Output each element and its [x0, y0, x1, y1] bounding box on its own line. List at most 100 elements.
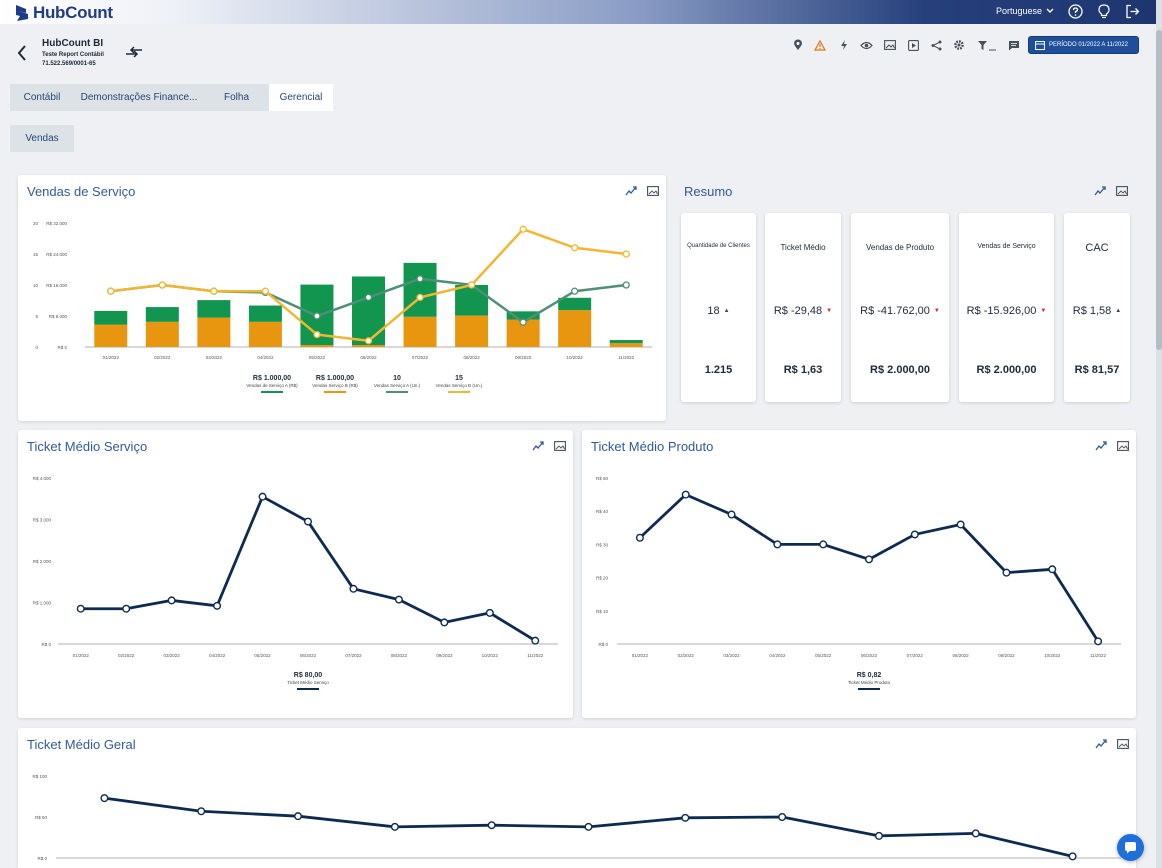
location-pin-icon[interactable] — [791, 38, 805, 52]
comment-icon[interactable] — [1007, 38, 1021, 52]
kpi-value: R$ 1,58 ▲ — [1072, 305, 1122, 317]
line-servico-b-un-point — [571, 244, 579, 252]
x-tick-label: 04/2022 — [257, 355, 274, 360]
line-servico-b-un-point — [210, 287, 218, 295]
line-servico-b-un-point — [313, 330, 321, 339]
expand-image-icon[interactable] — [1117, 739, 1129, 749]
ticket-geral-chart: R$ 0 R$ 50 R$ 100 — [32, 774, 1121, 861]
back-arrow-icon[interactable] — [16, 44, 28, 62]
x-tick-label: 04/2022 — [209, 653, 226, 658]
logout-icon[interactable] — [1125, 4, 1140, 19]
lightbulb-icon[interactable] — [1098, 4, 1110, 19]
expand-image-icon[interactable] — [647, 186, 659, 196]
line-servico-a-un-point — [313, 312, 321, 320]
y-tick-label: R$ 3.000 — [33, 518, 52, 523]
line-servico-b-un-point — [158, 281, 166, 289]
swap-company-icon[interactable] — [125, 45, 143, 59]
eye-icon[interactable] — [859, 38, 873, 52]
x-tick-label: 05/2022 — [309, 355, 326, 360]
tab-folha[interactable]: Folha — [204, 84, 269, 111]
expand-image-icon[interactable] — [1116, 186, 1128, 196]
y-tick-label: R$ 10 — [596, 609, 609, 614]
period-button[interactable]: PERÍODO 01/2022 A 11/2022 — [1028, 36, 1139, 54]
settings-icon[interactable] — [952, 38, 966, 52]
y-tick-label: R$ 8.000 — [49, 314, 68, 319]
scrollbar-track[interactable] — [1156, 0, 1162, 868]
filter-icon[interactable] — [976, 38, 998, 52]
subtab-vendas[interactable]: Vendas — [10, 125, 74, 152]
ticket-servico-chart: R$ 0 R$ 1.000 R$ 2.000 R$ 3.000 R$ 4.000 01/2… — [33, 476, 558, 690]
scrollbar-thumb[interactable] — [1156, 30, 1162, 350]
lightning-icon[interactable] — [837, 38, 851, 52]
expand-image-icon[interactable] — [554, 441, 566, 451]
ticket-geral-card: Ticket Médio Geral R$ 0 R$ 50 R$ 100 — [18, 728, 1136, 868]
trend-up-icon: ▲ — [1115, 308, 1122, 314]
legend-total: 15 — [455, 375, 463, 382]
series-point — [167, 596, 176, 605]
series-point — [197, 807, 206, 816]
y-tick-label: R$ 50 — [35, 815, 48, 820]
y2-tick-label: 20 — [33, 221, 39, 226]
vendas-servico-chart: R$ 0 0 R$ 8.000 5 R$ 16.000 10 R$ 24.000 15 R$ 3… — [33, 221, 652, 393]
hubcount-logo-icon — [16, 5, 28, 21]
legend-label: Vendas Serviço B (R$) — [312, 383, 358, 388]
y-tick-label: R$ 16.000 — [46, 283, 67, 288]
y-tick-label: R$ 0 — [41, 642, 51, 647]
kpi-vendas-servico: Vendas de Serviço R$ -15.926,00 ▼ R$ 2.00… — [959, 213, 1054, 402]
series-point — [122, 604, 131, 613]
series-point — [1048, 565, 1057, 574]
sparkle-chart-icon[interactable] — [1095, 441, 1107, 451]
series-point — [584, 822, 593, 831]
series-point — [971, 829, 980, 838]
x-tick-label: 07/2022 — [345, 653, 362, 658]
legend-total: 10 — [393, 375, 401, 382]
x-tick-label: 03/2022 — [163, 653, 180, 658]
series-point — [487, 821, 496, 830]
logo[interactable]: HubCount — [14, 3, 113, 23]
language-label: Portuguese — [996, 6, 1043, 16]
series-point — [304, 517, 313, 526]
kpi-bottom: R$ 81,57 — [1074, 364, 1120, 376]
x-tick-label: 09/2022 — [515, 355, 532, 360]
chat-button[interactable] — [1117, 834, 1144, 861]
kpi-label: Quantidade de Clientes — [687, 243, 750, 249]
report-name: Teste Report Contábil — [42, 52, 104, 58]
sparkle-chart-icon[interactable] — [1095, 739, 1107, 749]
y2-tick-label: 5 — [35, 314, 38, 319]
image-icon[interactable] — [883, 38, 897, 52]
play-icon[interactable] — [906, 38, 920, 52]
tab-contabil[interactable]: Contábil — [10, 84, 74, 111]
bar-servico-b — [248, 321, 282, 347]
sparkle-chart-icon[interactable] — [1094, 186, 1106, 196]
bar-servico-a — [197, 300, 231, 318]
help-icon[interactable] — [1068, 4, 1083, 19]
x-tick-label: 04/2022 — [769, 653, 786, 658]
language-selector[interactable]: Portuguese — [996, 6, 1054, 16]
bar-servico-a — [455, 285, 489, 316]
bar-servico-a — [248, 305, 282, 322]
line-servico-a-un-point — [364, 293, 373, 302]
kpi-value: R$ -41.762,00 ▼ — [860, 305, 940, 317]
expand-image-icon[interactable] — [1117, 441, 1129, 451]
sparkle-chart-icon[interactable] — [625, 186, 637, 196]
bar-servico-a — [352, 276, 385, 346]
tab-demonstracoes[interactable]: Demonstrações Finance... — [74, 84, 204, 111]
line-servico-b-un-point — [622, 250, 630, 258]
series-point — [681, 490, 690, 499]
y-tick-label: R$ 50 — [596, 476, 609, 481]
main-tabs: Contábil Demonstrações Finance... Folha … — [10, 84, 333, 111]
series-point — [349, 584, 358, 593]
tab-gerencial[interactable]: Gerencial — [269, 84, 333, 111]
bar-servico-b — [403, 316, 437, 347]
y-tick-label: R$ 32.000 — [46, 221, 67, 226]
trend-down-icon: ▼ — [933, 308, 940, 314]
y-tick-label: R$ 100 — [32, 774, 47, 779]
series-point — [819, 540, 828, 549]
x-tick-label: 10/2022 — [1044, 653, 1061, 658]
bar-servico-b — [300, 345, 334, 347]
warning-icon[interactable] — [813, 38, 827, 52]
bar-servico-a — [506, 311, 540, 320]
share-icon[interactable] — [929, 38, 943, 52]
sparkle-chart-icon[interactable] — [532, 441, 544, 451]
top-bar: HubCount Portuguese — [0, 0, 1156, 24]
